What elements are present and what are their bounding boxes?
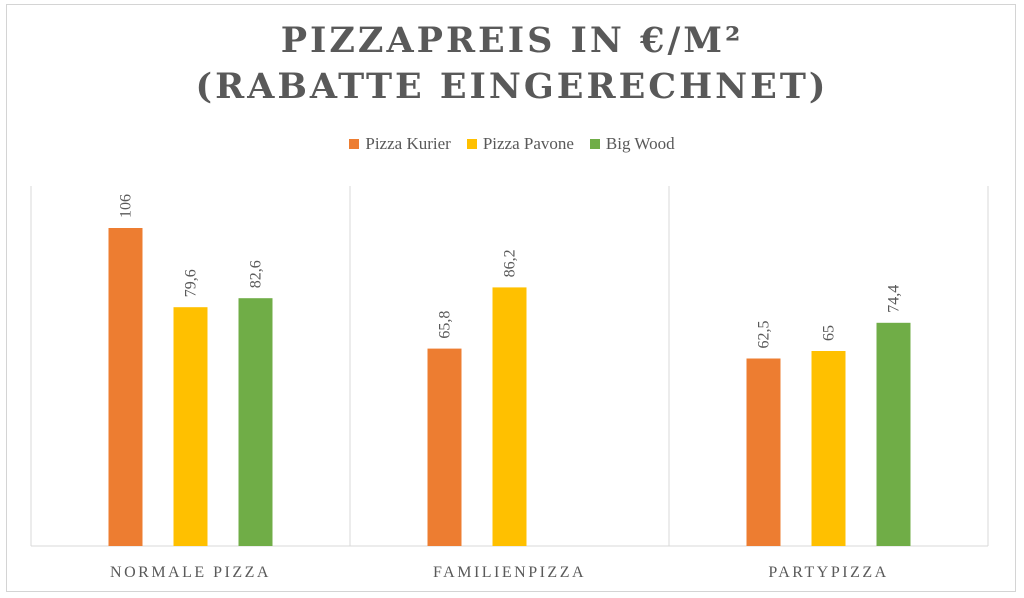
legend-label-big-wood: Big Wood	[605, 134, 675, 153]
x-tick-label-normale-pizza: NORMALE PIZZA	[110, 564, 271, 581]
bar-pizza-kurier-normale-pizza	[108, 228, 143, 546]
data-label-big-wood-partypizza: 74,4	[886, 285, 903, 313]
bar-pizza-kurier-partypizza	[746, 358, 781, 546]
legend-swatch-big-wood	[589, 139, 600, 149]
x-tick-label-familienpizza: FAMILIENPIZZA	[433, 564, 586, 581]
bar-pizza-pavone-partypizza	[811, 351, 846, 546]
bar-pizza-pavone-normale-pizza	[173, 307, 208, 546]
legend: Pizza Kurier Pizza Pavone Big Wood	[0, 134, 1024, 154]
bar-big-wood-normale-pizza	[238, 298, 273, 546]
chart-title-line-2: (RABATTE EINGERECHNET)	[195, 66, 829, 107]
legend-label-pizza-pavone: Pizza Pavone	[482, 134, 574, 153]
data-label-pizza-pavone-normale-pizza: 79,6	[183, 269, 200, 297]
legend-item-pizza-pavone: Pizza Pavone	[466, 134, 574, 154]
legend-swatch-pizza-pavone	[466, 139, 477, 149]
data-label-pizza-kurier-familienpizza: 65,8	[437, 311, 454, 339]
data-label-pizza-kurier-normale-pizza: 106	[118, 194, 135, 218]
data-label-pizza-pavone-partypizza: 65	[821, 325, 838, 341]
legend-label-pizza-kurier: Pizza Kurier	[365, 134, 451, 153]
data-label-pizza-kurier-partypizza: 62,5	[756, 321, 773, 349]
data-label-big-wood-normale-pizza: 82,6	[248, 260, 265, 288]
legend-item-pizza-kurier: Pizza Kurier	[349, 134, 451, 154]
x-tick-label-partypizza: PARTYPIZZA	[768, 564, 888, 581]
legend-swatch-pizza-kurier	[349, 139, 360, 149]
bar-big-wood-partypizza	[876, 322, 911, 546]
legend-item-big-wood: Big Wood	[589, 134, 675, 154]
bar-pizza-kurier-familienpizza	[427, 348, 462, 546]
data-label-pizza-pavone-familienpizza: 86,2	[502, 249, 519, 277]
bar-pizza-pavone-familienpizza	[492, 287, 527, 546]
chart-title-line-1: PIZZAPREIS IN €/M²	[280, 20, 744, 61]
